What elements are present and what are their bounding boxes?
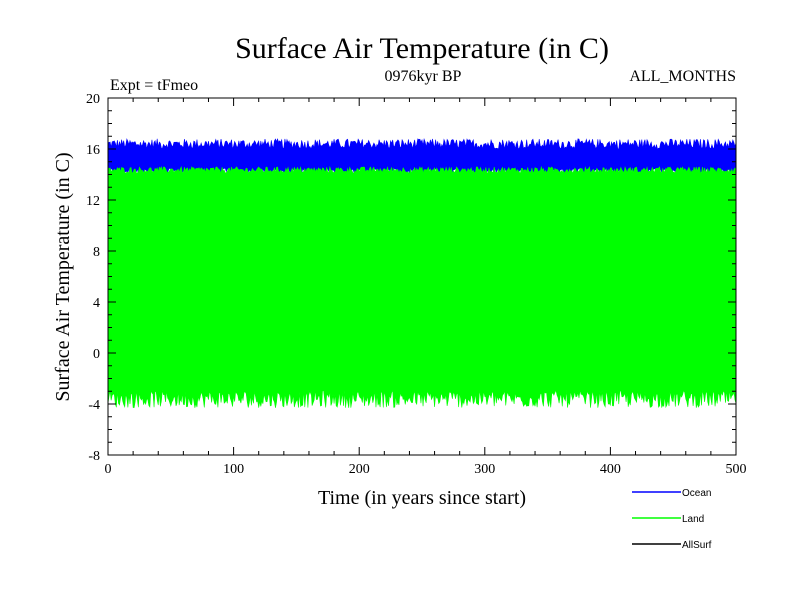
legend-label-ocean: Ocean (682, 488, 711, 499)
y-axis-label: Surface Air Temperature (in C) (52, 152, 74, 401)
x-tick-label: 300 (474, 462, 495, 477)
legend-label-land: Land (682, 514, 704, 525)
y-tick-label: 12 (86, 194, 100, 209)
experiment-label: Expt = tFmeo (110, 77, 198, 94)
x-axis-label: Time (in years since start) (318, 487, 526, 509)
legend: Ocean Land AllSurf (632, 488, 712, 551)
y-tick-label: -4 (88, 398, 100, 413)
x-tick-label: 200 (349, 462, 370, 477)
chart-title: Surface Air Temperature (in C) (235, 32, 609, 65)
x-tick-label: 400 (600, 462, 621, 477)
x-tick-label: 0 (105, 462, 112, 477)
y-tick-label: 16 (86, 143, 100, 158)
y-tick-label: 4 (93, 296, 100, 311)
series-land-band (107, 165, 737, 409)
y-tick-label: 8 (93, 245, 100, 260)
series-layer (107, 138, 737, 409)
months-label: ALL_MONTHS (629, 68, 736, 85)
legend-label-allsurf: AllSurf (682, 540, 712, 551)
x-tick-label: 100 (223, 462, 244, 477)
chart-subtitle: 0976kyr BP (385, 68, 462, 85)
x-tick-label: 500 (726, 462, 747, 477)
y-tick-label: 20 (86, 92, 100, 107)
y-tick-label: -8 (88, 449, 100, 464)
y-tick-label: 0 (93, 347, 100, 362)
tick-layer: 0 100 200 300 400 500 -8 -4 0 4 8 12 16 20 (86, 92, 747, 477)
